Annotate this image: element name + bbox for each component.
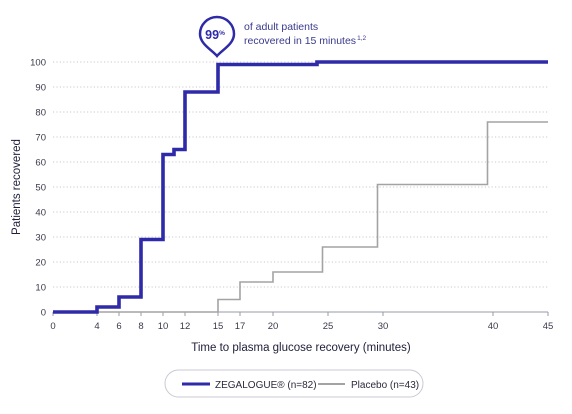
y-tick-label: 30: [35, 233, 46, 244]
callout-value: 99%: [205, 28, 225, 42]
y-axis: 0 10 20 30 40 50 60 70 80 90 100: [30, 58, 46, 319]
x-tick-label: 0: [50, 321, 55, 332]
legend-label-placebo: Placebo (n=43): [351, 380, 419, 391]
x-tick-label: 8: [138, 321, 143, 332]
x-tick-label: 6: [116, 321, 121, 332]
callout-annotation: 99% of adult patients recovered in 15 mi…: [198, 15, 366, 58]
map-pin-icon: [198, 15, 236, 58]
y-tick-label: 10: [35, 283, 46, 294]
x-axis: 0 4 6 8 10 12 15 17 20 25 30 40 45: [50, 311, 554, 332]
series-line-placebo: [53, 121, 548, 313]
y-tick-label: 0: [41, 308, 46, 319]
y-tick-label: 50: [35, 183, 46, 194]
x-tick-label: 20: [268, 321, 279, 332]
x-tick-label: 12: [180, 321, 191, 332]
y-tick-label: 70: [35, 133, 46, 144]
legend-label-zegalogue: ZEGALOGUE® (n=82): [215, 380, 317, 391]
callout-text-main: recovered in 15 minutes: [244, 35, 356, 47]
x-tick-label: 17: [235, 321, 246, 332]
y-tick-label: 20: [35, 258, 46, 269]
x-tick-label: 40: [488, 321, 499, 332]
series-line-zegalogue: [53, 60, 548, 314]
x-tick-label: 15: [213, 321, 224, 332]
y-tick-label: 60: [35, 158, 46, 169]
series-lines: [53, 60, 548, 314]
x-tick-label: 4: [94, 321, 99, 332]
y-tick-label: 90: [35, 83, 46, 94]
gridlines: [53, 61, 548, 288]
x-axis-title: Time to plasma glucose recovery (minutes…: [191, 342, 411, 354]
x-tick-label: 30: [378, 321, 389, 332]
x-tick-label: 10: [158, 321, 169, 332]
legend: ZEGALOGUE® (n=82) Placebo (n=43): [164, 369, 424, 398]
y-tick-label: 80: [35, 108, 46, 119]
legend-box: [164, 369, 424, 398]
callout-text-line1: of adult patients: [244, 21, 318, 33]
x-tick-label: 25: [323, 321, 334, 332]
callout-text-line2: recovered in 15 minutes1,2: [244, 35, 366, 47]
y-tick-label: 100: [30, 58, 46, 69]
y-tick-label: 40: [35, 208, 46, 219]
callout-superscript: 1,2: [357, 35, 366, 42]
y-axis-title: Patients recovered: [11, 139, 23, 235]
x-tick-label: 45: [543, 321, 554, 332]
